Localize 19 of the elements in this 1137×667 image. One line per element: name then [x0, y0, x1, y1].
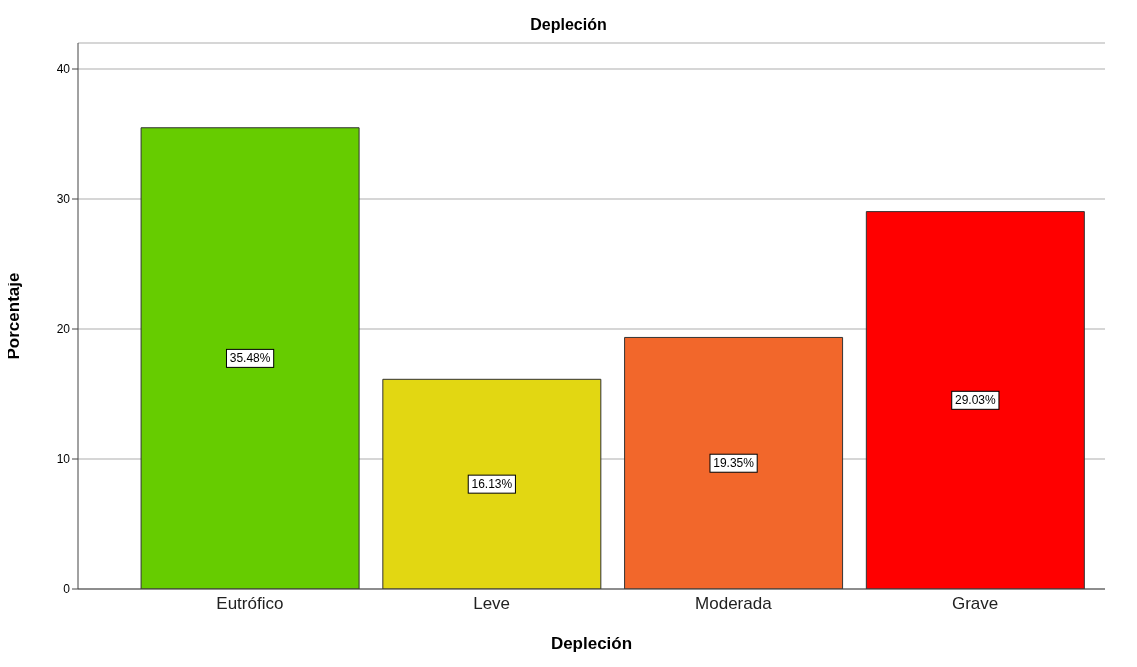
bar [624, 336, 844, 589]
data-label: 16.13% [471, 477, 513, 492]
data-label: 29.03% [954, 393, 997, 408]
y-tick-label: 30 [56, 192, 71, 207]
y-tick-label: 20 [56, 322, 71, 337]
x-tick-label: Grave [951, 594, 999, 614]
y-tick-label: 10 [56, 452, 71, 467]
bar [382, 378, 602, 589]
bar [865, 211, 1085, 589]
x-tick-label: Leve [473, 594, 511, 614]
x-tick-label: Moderada [695, 594, 773, 614]
bar [140, 127, 360, 589]
data-label: 35.48% [229, 351, 271, 366]
x-axis-title: Depleción [550, 634, 633, 653]
y-tick-label: 0 [63, 582, 71, 597]
data-label: 19.35% [713, 456, 755, 471]
y-tick-label: 40 [56, 62, 71, 77]
chart-title: Depleción [529, 16, 608, 34]
x-tick-label: Eutrófico [216, 594, 284, 614]
